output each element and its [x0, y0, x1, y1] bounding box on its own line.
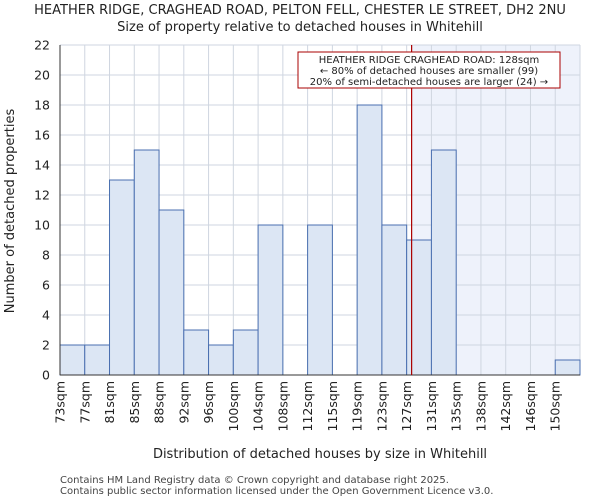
y-tick-label: 20: [34, 68, 50, 83]
x-axis-label: Distribution of detached houses by size …: [153, 447, 487, 462]
bar: [183, 329, 210, 376]
annotation-box: [297, 51, 561, 89]
x-tick-label: 85sqm: [127, 381, 142, 424]
y-tick-label: 10: [34, 218, 50, 233]
bar: [208, 344, 234, 376]
x-tick-label: 150sqm: [548, 381, 563, 431]
annotation-text: 20% of semi-detached houses are larger (…: [310, 77, 548, 88]
x-tick-label: 92sqm: [176, 381, 191, 424]
chart-subtitle: Size of property relative to detached ho…: [117, 20, 483, 35]
annotation-text: ← 80% of detached houses are smaller (99…: [320, 66, 538, 77]
x-tick-label: 146sqm: [523, 381, 538, 431]
bar: [158, 209, 185, 376]
x-tick-label: 104sqm: [251, 381, 266, 431]
x-tick-label: 135sqm: [449, 381, 464, 431]
x-tick-label: 142sqm: [498, 381, 513, 431]
y-tick-label: 4: [42, 308, 50, 323]
bar: [232, 329, 259, 376]
x-tick-label: 73sqm: [53, 381, 68, 424]
bar: [133, 149, 160, 376]
annotation-text: HEATHER RIDGE CRAGHEAD ROAD: 128sqm: [319, 55, 539, 66]
x-tick-label: 77sqm: [77, 381, 92, 424]
bar: [109, 179, 135, 376]
x-tick-label: 96sqm: [201, 381, 216, 424]
plot-area: 0 2 4 6 8 10 12 14 16 18 20 22 73sqm 77sqm 81sqm 85sqm 8…: [34, 38, 581, 431]
x-tick-label: 119sqm: [350, 381, 365, 431]
x-tick-label: 100sqm: [226, 381, 241, 431]
footer-line-2: Contains public sector information licen…: [60, 486, 493, 497]
x-tick-label: 115sqm: [325, 381, 340, 431]
y-tick-label: 14: [34, 158, 50, 173]
y-tick-label: 12: [34, 188, 50, 203]
x-tick-label: 138sqm: [473, 381, 488, 431]
y-tick-label: 2: [42, 338, 50, 353]
bar: [554, 359, 581, 376]
bar: [307, 224, 333, 376]
x-tick-label: 123sqm: [374, 381, 389, 431]
bar: [59, 344, 86, 376]
y-tick-label: 6: [42, 278, 50, 293]
bar: [84, 344, 111, 376]
chart-title: HEATHER RIDGE, CRAGHEAD ROAD, PELTON FEL…: [34, 3, 566, 18]
x-tick-label: 88sqm: [152, 381, 167, 424]
x-tick-label: 112sqm: [300, 381, 315, 431]
x-tick-label: 81sqm: [102, 381, 117, 424]
x-tick-label: 131sqm: [424, 381, 439, 431]
x-tick-label: 127sqm: [399, 381, 414, 431]
x-tick-label: 108sqm: [275, 381, 290, 431]
bar: [356, 104, 383, 376]
footer-line-1: Contains HM Land Registry data © Crown c…: [60, 475, 449, 486]
y-tick-label: 0: [42, 368, 50, 383]
y-tick-label: 8: [42, 248, 50, 263]
bar: [430, 149, 457, 376]
y-axis-label: Number of detached properties: [3, 109, 18, 314]
bar: [381, 224, 408, 376]
bar: [406, 239, 432, 376]
y-tick-label: 16: [34, 128, 50, 143]
y-tick-label: 22: [34, 38, 50, 53]
y-tick-label: 18: [34, 98, 50, 113]
bar: [257, 224, 284, 376]
